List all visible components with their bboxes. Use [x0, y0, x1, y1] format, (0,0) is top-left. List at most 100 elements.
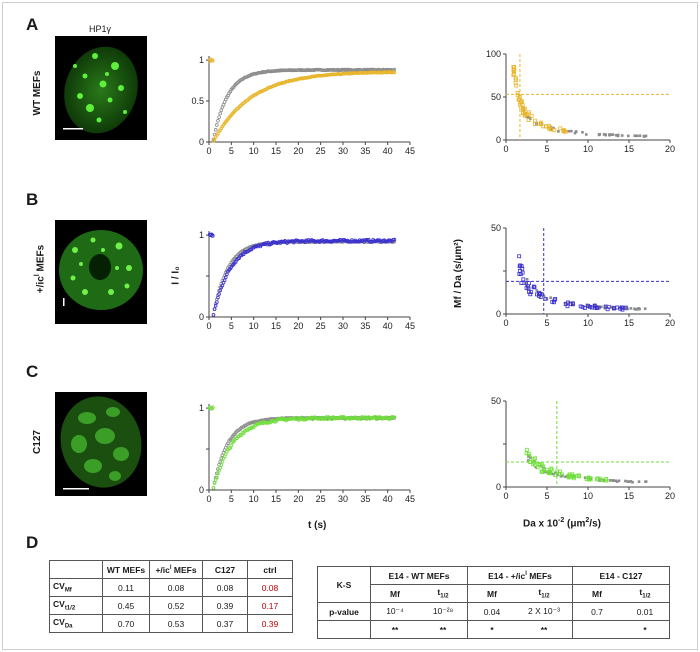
data-point-ctrl: [218, 459, 222, 464]
data-point: [212, 481, 217, 485]
table-row: p-value 10⁻⁴ 10⁻²⁸ 0.04 2 X 10⁻³ 0.7 0.0…: [317, 602, 670, 621]
data-point-ctrl: [604, 133, 608, 137]
data-point-ctrl: [634, 308, 638, 311]
data-point-ctrl: [625, 306, 629, 310]
data-point-ctrl: [611, 133, 615, 136]
data-point-ctrl: [573, 131, 577, 135]
ks-group-icl: E14 - +/icl MEFs: [467, 566, 573, 585]
cv-cell: 0.39: [202, 596, 248, 615]
data-point: [223, 275, 228, 280]
data-point-ctrl: [557, 130, 560, 133]
x-tick-label: 10: [583, 491, 593, 501]
data-point: [552, 298, 557, 303]
data-point: [562, 129, 567, 134]
y-tick-label: 50: [491, 396, 501, 406]
table-row: CVt1/2 0.45 0.52 0.39 0.17: [49, 596, 293, 615]
data-point-ctrl: [581, 130, 584, 134]
data-point: [219, 463, 224, 467]
data-point: [524, 447, 529, 452]
y-tick-label: 0: [496, 482, 501, 492]
data-point: [584, 477, 589, 481]
data-point: [519, 281, 524, 285]
data-point: [586, 303, 591, 308]
data-point: [512, 72, 516, 76]
micrograph-wt: [55, 36, 147, 140]
data-point-ctrl: [598, 305, 601, 309]
data-point: [587, 477, 591, 482]
data-point-ctrl: [527, 455, 530, 459]
y-tick-label: 0: [496, 309, 501, 319]
data-point-ctrl: [217, 462, 221, 467]
data-point: [553, 473, 558, 477]
x-tick-label: 20: [293, 321, 303, 331]
data-point-ctrl: [638, 134, 642, 138]
data-point-ctrl: [614, 479, 618, 483]
x-tick-label: 20: [665, 144, 675, 154]
data-point: [520, 266, 525, 271]
data-point-ctrl: [626, 134, 630, 138]
ks-stars: *: [621, 620, 670, 639]
data-point-ctrl: [563, 301, 567, 305]
data-point: [527, 281, 531, 286]
data-point-ctrl: [217, 115, 221, 119]
data-point: [511, 69, 516, 74]
frap-y-axis-title: I / I₀: [170, 266, 182, 285]
x-tick-label: 0: [503, 491, 508, 501]
data-point-ctrl: [627, 480, 631, 483]
data-point-ctrl: [564, 475, 567, 479]
data-point-ctrl: [556, 473, 559, 477]
table-row: CVMf 0.11 0.08 0.08 0.08: [49, 578, 293, 597]
cv-cell-ctrl: 0.08: [247, 578, 293, 597]
x-tick-label: 10: [249, 146, 259, 156]
data-point-ctrl: [631, 480, 634, 484]
data-point: [526, 110, 531, 115]
data-point: [535, 465, 540, 470]
y-tick-label: 0: [199, 137, 204, 147]
data-point: [392, 237, 397, 242]
row-label-wt: WT MEFs: [32, 70, 43, 116]
data-point: [540, 469, 545, 474]
x-tick-label: 30: [338, 321, 348, 331]
cv-cell: 0.11: [102, 578, 150, 597]
data-point: [557, 471, 562, 476]
x-tick-label: 25: [316, 321, 326, 331]
cv-header-ctrl: ctrl: [247, 560, 293, 579]
data-point: [210, 58, 215, 63]
cv-cell: 0.37: [202, 614, 248, 633]
data-point-ctrl: [215, 123, 219, 127]
data-point-ctrl: [584, 133, 588, 136]
ks-stars: *: [467, 620, 516, 639]
x-tick-label: 10: [583, 318, 593, 328]
data-point-ctrl: [615, 133, 618, 137]
ks-subheader: t1/2: [516, 584, 573, 603]
x-tick-label: 45: [405, 321, 415, 331]
y-tick-label: 50: [491, 92, 501, 102]
data-point: [208, 405, 213, 410]
ks-pvalue: 10⁻⁴: [386, 606, 404, 616]
x-tick-label: 15: [271, 494, 281, 504]
ratio-x-axis-title: Da x 10-2 (μm2/s): [523, 517, 601, 530]
data-point-ctrl: [620, 134, 624, 137]
x-tick-label: 5: [229, 494, 234, 504]
ks-subheader: t1/2: [621, 584, 670, 603]
data-point: [537, 463, 542, 467]
data-point: [567, 474, 572, 479]
data-point-ctrl: [623, 306, 627, 310]
data-point-ctrl: [218, 111, 222, 116]
data-point: [559, 472, 564, 477]
panel-label-b: B: [26, 190, 39, 209]
x-tick-label: 25: [316, 494, 326, 504]
x-tick-label: 30: [338, 494, 348, 504]
data-point: [528, 292, 533, 297]
y-tick-label: 1: [199, 55, 204, 65]
data-point: [514, 83, 519, 88]
x-tick-label: 5: [229, 146, 234, 156]
data-point: [392, 70, 397, 75]
data-point: [511, 64, 516, 69]
data-point: [533, 118, 537, 123]
data-point: [521, 277, 526, 282]
x-tick-label: 20: [293, 494, 303, 504]
x-tick-label: 15: [624, 318, 634, 328]
data-point-ctrl: [527, 116, 530, 119]
x-tick-label: 0: [206, 146, 211, 156]
